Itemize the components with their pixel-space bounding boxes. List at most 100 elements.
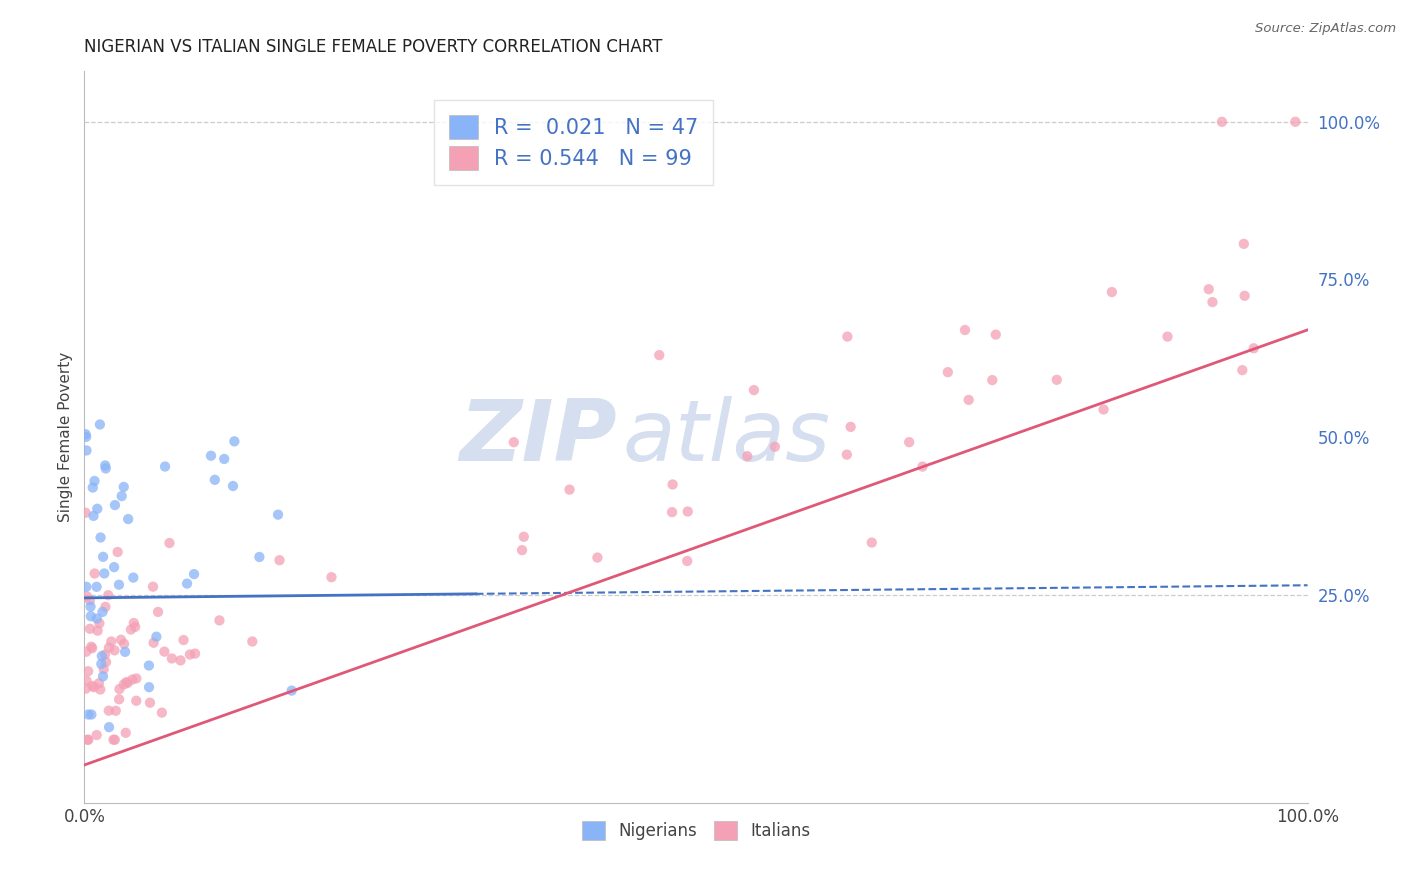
Point bbox=[75, 681, 97, 696]
Point bbox=[75, 506, 97, 520]
Point bbox=[247, 549, 270, 564]
Point bbox=[150, 706, 173, 720]
Point bbox=[77, 732, 100, 747]
Point bbox=[839, 420, 862, 434]
Point bbox=[115, 675, 138, 690]
Point bbox=[1092, 402, 1115, 417]
Point bbox=[742, 383, 765, 397]
Point bbox=[83, 566, 105, 581]
Point bbox=[75, 673, 97, 688]
Point bbox=[153, 459, 176, 474]
Point bbox=[86, 611, 108, 625]
Point bbox=[97, 588, 120, 602]
Point bbox=[89, 682, 111, 697]
Point bbox=[104, 732, 127, 747]
Point bbox=[676, 554, 699, 568]
Point bbox=[86, 580, 108, 594]
Point bbox=[76, 732, 98, 747]
Point bbox=[76, 443, 98, 458]
Point bbox=[837, 329, 859, 343]
Point bbox=[86, 728, 108, 742]
Point bbox=[112, 637, 135, 651]
Point bbox=[94, 458, 117, 473]
Point bbox=[125, 672, 148, 686]
Point bbox=[110, 632, 132, 647]
Point bbox=[89, 616, 111, 631]
Point bbox=[107, 545, 129, 559]
Point bbox=[139, 696, 162, 710]
Point bbox=[93, 662, 115, 676]
Point bbox=[108, 692, 131, 706]
Point bbox=[558, 483, 581, 497]
Point bbox=[160, 651, 183, 665]
Point bbox=[93, 566, 115, 581]
Point bbox=[108, 578, 131, 592]
Point bbox=[82, 679, 104, 693]
Point bbox=[280, 683, 302, 698]
Point bbox=[82, 641, 104, 656]
Point bbox=[1233, 236, 1256, 251]
Point bbox=[1233, 289, 1256, 303]
Point bbox=[94, 648, 117, 662]
Point bbox=[763, 440, 786, 454]
Point bbox=[1232, 363, 1254, 377]
Point bbox=[981, 373, 1004, 387]
Point bbox=[121, 673, 143, 687]
Point bbox=[79, 593, 101, 607]
Point bbox=[321, 570, 343, 584]
Point bbox=[111, 489, 134, 503]
Point bbox=[183, 567, 205, 582]
Point bbox=[911, 459, 934, 474]
Point bbox=[77, 707, 100, 722]
Point bbox=[125, 694, 148, 708]
Point bbox=[79, 599, 101, 614]
Point bbox=[80, 609, 103, 624]
Point bbox=[222, 479, 245, 493]
Point bbox=[76, 590, 98, 604]
Point bbox=[87, 676, 110, 690]
Point bbox=[1046, 373, 1069, 387]
Point bbox=[984, 327, 1007, 342]
Point bbox=[117, 676, 139, 690]
Point bbox=[212, 452, 235, 467]
Point bbox=[586, 550, 609, 565]
Point bbox=[169, 653, 191, 667]
Point bbox=[179, 648, 201, 662]
Point bbox=[90, 648, 112, 663]
Point bbox=[100, 634, 122, 648]
Point bbox=[80, 640, 103, 654]
Point bbox=[159, 536, 181, 550]
Point bbox=[120, 623, 142, 637]
Point bbox=[513, 530, 536, 544]
Legend: Nigerians, Italians: Nigerians, Italians bbox=[575, 814, 817, 847]
Point bbox=[104, 704, 127, 718]
Point bbox=[91, 605, 114, 619]
Point bbox=[91, 549, 114, 564]
Point bbox=[145, 630, 167, 644]
Point bbox=[86, 501, 108, 516]
Point bbox=[200, 449, 222, 463]
Point bbox=[510, 543, 533, 558]
Point bbox=[86, 624, 108, 638]
Point bbox=[108, 681, 131, 696]
Point bbox=[80, 707, 103, 722]
Point bbox=[112, 677, 135, 691]
Point bbox=[98, 720, 121, 734]
Y-axis label: Single Female Poverty: Single Female Poverty bbox=[58, 352, 73, 522]
Point bbox=[1211, 115, 1233, 129]
Point bbox=[83, 680, 105, 694]
Point bbox=[112, 480, 135, 494]
Point bbox=[860, 535, 883, 549]
Point bbox=[661, 477, 683, 491]
Point bbox=[77, 665, 100, 679]
Point bbox=[957, 392, 980, 407]
Point bbox=[1284, 115, 1306, 129]
Point bbox=[735, 449, 758, 463]
Point bbox=[122, 571, 145, 585]
Point bbox=[1198, 282, 1220, 296]
Point bbox=[124, 620, 146, 634]
Point bbox=[142, 580, 165, 594]
Point bbox=[676, 504, 699, 518]
Point bbox=[1101, 285, 1123, 299]
Point bbox=[94, 461, 117, 475]
